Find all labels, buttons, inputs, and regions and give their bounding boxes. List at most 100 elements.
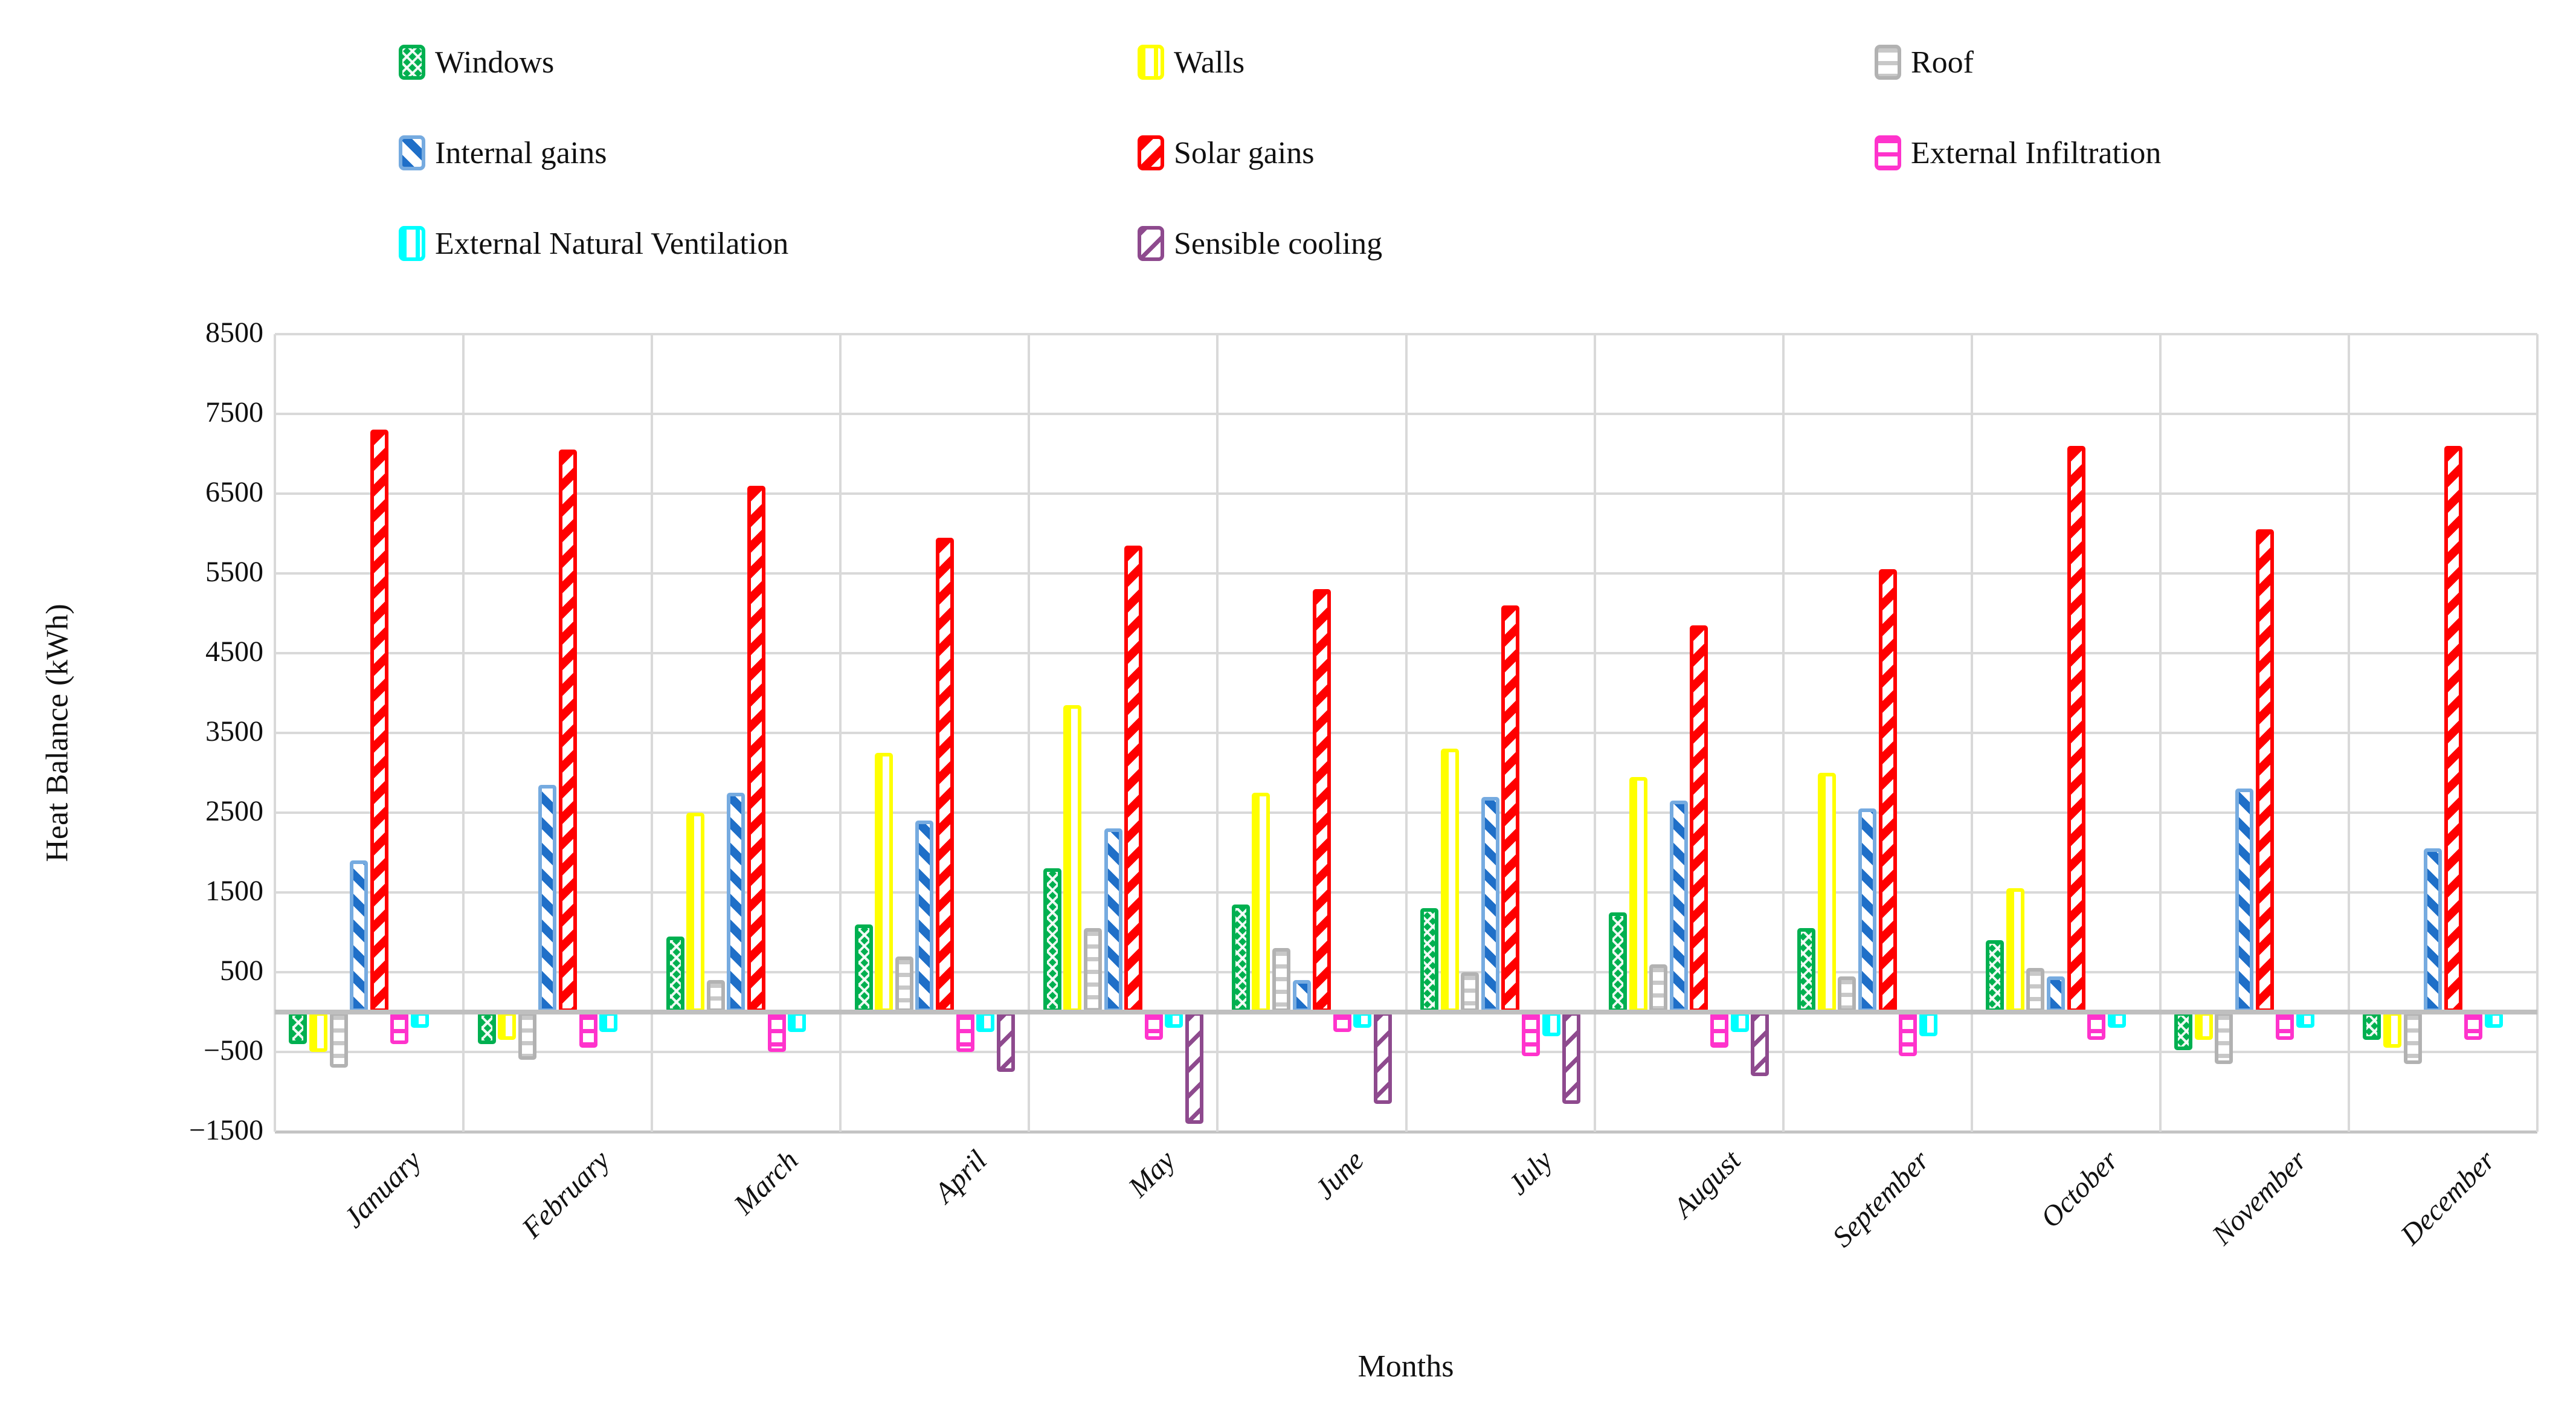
bar-windows-august <box>1609 912 1628 1012</box>
legend-label: External Natural Ventilation <box>435 226 789 261</box>
bar-external-natural-ventilation-august <box>1730 1012 1749 1032</box>
bar-sensible-cooling-july <box>1562 1012 1581 1104</box>
bar-roof-september <box>1838 976 1856 1012</box>
internal-gains-pattern-swatch-icon <box>399 135 425 170</box>
legend-label: Internal gains <box>435 135 607 170</box>
bar-external-infiltration-july <box>1521 1012 1540 1056</box>
bar-solar-gains-december <box>2444 445 2462 1012</box>
bar-windows-november <box>2174 1012 2193 1051</box>
x-tick-april: April <box>928 1144 993 1209</box>
bar-internal-gains-september <box>1858 808 1876 1012</box>
bar-external-infiltration-may <box>1144 1012 1163 1040</box>
gridline-x-10 <box>2159 334 2162 1132</box>
bar-solar-gains-may <box>1124 545 1143 1012</box>
x-tick-march: March <box>727 1144 805 1221</box>
bar-sensible-cooling-august <box>1751 1012 1769 1076</box>
gridline-x-12 <box>2536 334 2539 1132</box>
gridline-x-1 <box>462 334 465 1132</box>
y-tick-2500: 2500 <box>205 795 263 827</box>
bar-windows-september <box>1797 928 1816 1012</box>
gridline-y--1500 <box>275 1130 2537 1134</box>
legend-label: Sensible cooling <box>1174 226 1383 261</box>
bar-roof-january <box>329 1012 348 1068</box>
bar-solar-gains-january <box>370 430 388 1012</box>
bar-external-natural-ventilation-april <box>976 1012 995 1032</box>
gridline-x-3 <box>839 334 842 1132</box>
x-tick-july: July <box>1501 1144 1559 1201</box>
bar-walls-august <box>1629 776 1647 1012</box>
y-tick-3500: 3500 <box>205 715 263 747</box>
legend-item-external-natural-ventilation: External Natural Ventilation <box>399 222 788 265</box>
bar-external-infiltration-november <box>2276 1012 2294 1040</box>
bar-walls-november <box>2194 1012 2213 1040</box>
bar-windows-june <box>1231 904 1250 1012</box>
y-tick-1500: 1500 <box>205 875 263 907</box>
plot-area <box>274 333 2539 1134</box>
y-tick-7500: 7500 <box>205 396 263 428</box>
bar-windows-july <box>1420 908 1438 1012</box>
y-tick--500: −500 <box>203 1034 263 1066</box>
y-tick-8500: 8500 <box>205 317 263 349</box>
bar-external-natural-ventilation-september <box>1919 1012 1937 1036</box>
bar-internal-gains-january <box>350 860 369 1012</box>
gridline-x-5 <box>1216 334 1219 1132</box>
bar-internal-gains-december <box>2424 848 2442 1012</box>
x-tick-december: December <box>2394 1144 2502 1251</box>
bar-roof-august <box>1649 964 1668 1012</box>
bar-windows-december <box>2363 1012 2381 1040</box>
legend-item-internal-gains: Internal gains <box>399 132 607 174</box>
y-tick-6500: 6500 <box>205 476 263 508</box>
bar-solar-gains-september <box>1878 569 1897 1012</box>
bar-roof-february <box>518 1012 536 1060</box>
bar-internal-gains-april <box>915 821 934 1012</box>
bar-walls-september <box>1817 773 1836 1012</box>
bar-external-infiltration-february <box>579 1012 597 1048</box>
bar-external-infiltration-january <box>390 1012 409 1044</box>
bar-internal-gains-february <box>538 784 557 1012</box>
gridline-x-7 <box>1593 334 1596 1132</box>
bar-solar-gains-november <box>2255 529 2274 1012</box>
bar-windows-october <box>1986 940 2004 1012</box>
y-tick-5500: 5500 <box>205 556 263 588</box>
legend-label: External Infiltration <box>1911 135 2162 170</box>
x-tick-august: August <box>1667 1144 1747 1224</box>
x-tick-may: May <box>1122 1144 1182 1204</box>
bar-roof-november <box>2215 1012 2233 1064</box>
x-tick-september: September <box>1826 1144 1936 1254</box>
roof-pattern-swatch-icon <box>1875 45 1901 80</box>
bar-solar-gains-april <box>936 537 955 1012</box>
bar-windows-february <box>477 1012 496 1044</box>
gridline-x-2 <box>651 334 654 1132</box>
bar-external-natural-ventilation-march <box>788 1012 807 1032</box>
y-tick-4500: 4500 <box>205 636 263 668</box>
x-tick-june: June <box>1309 1144 1370 1206</box>
bar-windows-march <box>666 936 684 1012</box>
bar-internal-gains-june <box>1292 980 1311 1012</box>
external-infiltration-pattern-swatch-icon <box>1875 135 1901 170</box>
bar-solar-gains-october <box>2067 445 2085 1012</box>
bar-roof-july <box>1461 972 1480 1012</box>
bar-walls-april <box>875 753 894 1012</box>
bar-solar-gains-june <box>1313 589 1331 1012</box>
bar-external-infiltration-april <box>956 1012 974 1052</box>
bar-roof-march <box>706 980 725 1012</box>
bar-internal-gains-march <box>727 793 745 1012</box>
legend-item-solar-gains: Solar gains <box>1138 132 1315 174</box>
legend-item-roof: Roof <box>1875 41 1974 83</box>
bar-internal-gains-august <box>1669 801 1688 1012</box>
bar-sensible-cooling-may <box>1185 1012 1203 1124</box>
bar-walls-december <box>2383 1012 2401 1048</box>
gridline-x-8 <box>1782 334 1785 1132</box>
walls-pattern-swatch-icon <box>1138 45 1164 80</box>
gridline-x-4 <box>1028 334 1031 1132</box>
bar-walls-june <box>1252 793 1270 1012</box>
bar-external-infiltration-march <box>767 1012 786 1052</box>
bar-sensible-cooling-april <box>996 1012 1015 1072</box>
zero-axis-line <box>275 1010 2537 1014</box>
solar-gains-pattern-swatch-icon <box>1138 135 1164 170</box>
bar-walls-january <box>309 1012 328 1052</box>
bar-walls-october <box>2006 888 2024 1012</box>
bar-roof-may <box>1083 928 1102 1012</box>
bar-roof-april <box>895 956 913 1012</box>
